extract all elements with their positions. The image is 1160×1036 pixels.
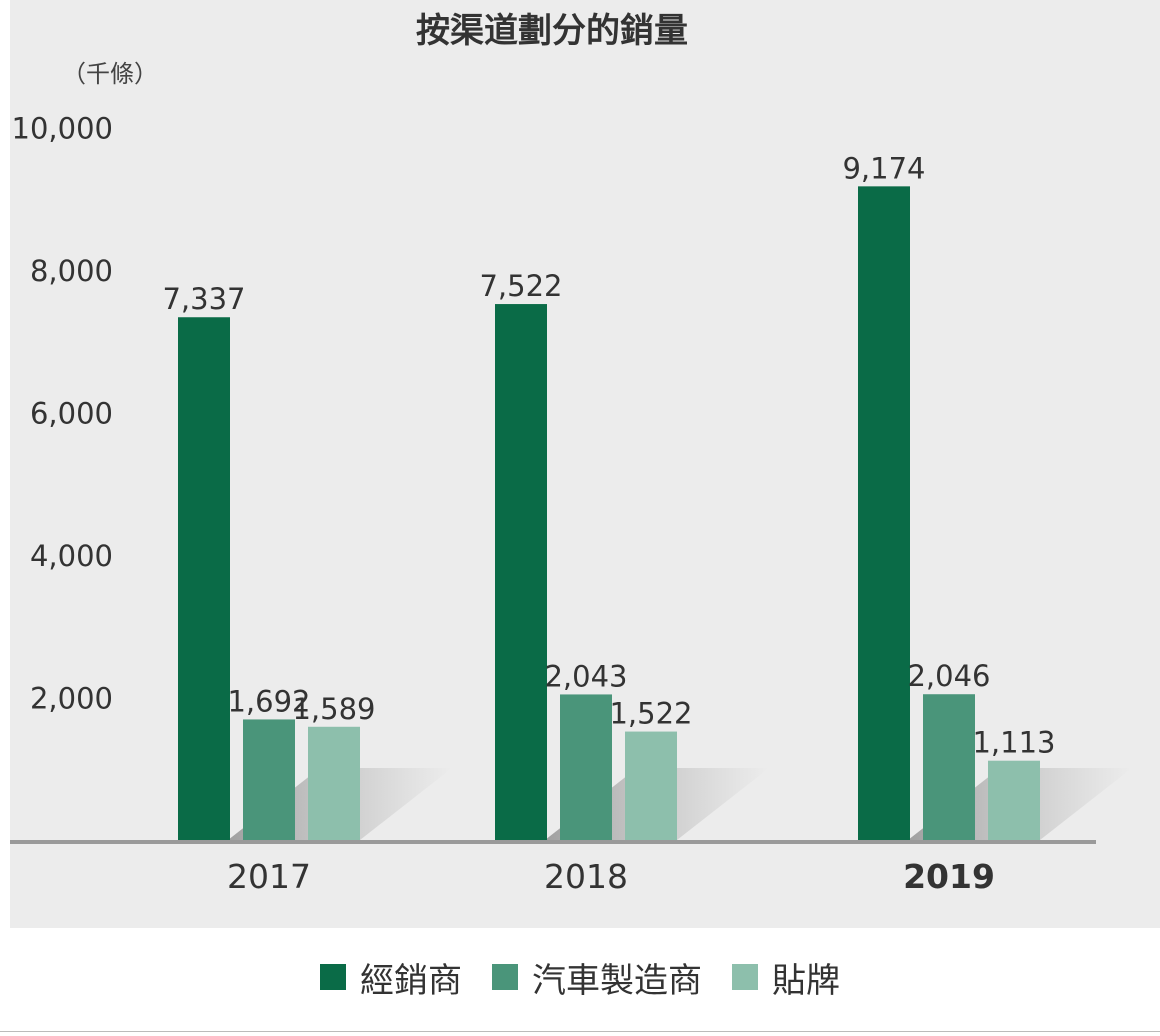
data-label: 1,589	[292, 692, 375, 726]
legend-swatch	[492, 964, 518, 990]
bottom-divider	[0, 1031, 1160, 1032]
legend-item: 貼牌	[732, 953, 840, 1002]
x-tick-label: 2019	[903, 857, 995, 896]
data-label: 7,337	[162, 282, 245, 316]
chart-title: 按渠道劃分的銷量	[416, 11, 688, 51]
bar-2019-series-1	[923, 694, 975, 840]
y-axis-unit-label: （千條）	[62, 60, 158, 88]
y-tick-label: 2,000	[30, 682, 113, 716]
bar-2017-series-0	[178, 317, 230, 840]
legend-label: 汽車製造商	[532, 953, 702, 1002]
legend-label: 貼牌	[772, 953, 840, 1002]
data-label: 9,174	[842, 151, 925, 185]
bar-2017-series-1	[243, 719, 295, 840]
y-tick-label: 10,000	[12, 112, 113, 146]
bar-2019-series-0	[858, 186, 910, 840]
legend-swatch	[732, 964, 758, 990]
bar-2018-series-1	[560, 694, 612, 840]
x-tick-label: 2018	[544, 857, 628, 896]
y-tick-label: 4,000	[30, 539, 113, 573]
data-label: 1,113	[972, 726, 1055, 760]
data-label: 2,043	[544, 659, 627, 693]
bar-2018-series-2	[625, 732, 677, 840]
legend-label: 經銷商	[360, 953, 462, 1002]
legend: 經銷商 汽車製造商 貼牌	[0, 950, 1160, 1004]
data-label: 7,522	[479, 269, 562, 303]
y-tick-label: 6,000	[30, 397, 113, 431]
legend-swatch	[320, 964, 346, 990]
legend-item: 汽車製造商	[492, 953, 702, 1002]
data-label: 2,046	[907, 659, 990, 693]
x-tick-label: 2017	[227, 857, 311, 896]
legend-item: 經銷商	[320, 953, 462, 1002]
bar-2017-series-2	[308, 727, 360, 840]
bar-2018-series-0	[495, 304, 547, 840]
bar-chart: 按渠道劃分的銷量 （千條） 2,000 4,000 6,000 8,000 10,000…	[0, 0, 1160, 930]
y-tick-label: 8,000	[30, 254, 113, 288]
data-label: 1,522	[609, 697, 692, 731]
bar-2019-series-2	[988, 761, 1040, 840]
